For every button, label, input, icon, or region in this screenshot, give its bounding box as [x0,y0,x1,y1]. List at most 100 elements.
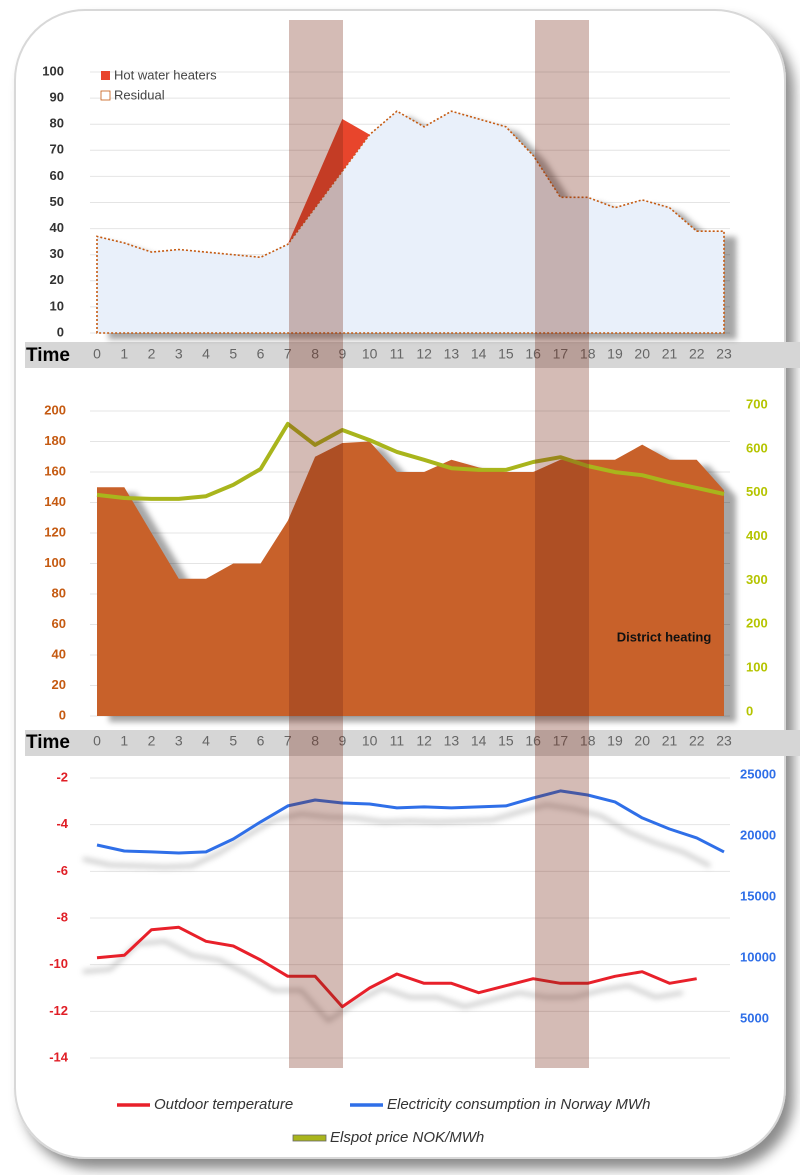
series-line [96,789,725,855]
x-tick-label: 1 [120,733,128,749]
x-tick-label: 1 [120,346,128,362]
y-tick-label: -4 [56,816,68,831]
x-tick-label: 19 [607,733,623,749]
y2-tick-label: 0 [746,703,753,718]
y2-tick-label: 200 [746,616,768,631]
x-tick-label: 22 [689,346,705,362]
x-tick-label: 22 [689,733,705,749]
legend-label: Hot water heaters [114,67,217,82]
highlight-band [289,20,343,1068]
y-tick-label: -14 [49,1049,69,1064]
y-tick-label: -12 [49,1003,68,1018]
x-tick-label: 15 [498,346,514,362]
x-tick-label: 10 [362,733,378,749]
x-tick-label: 21 [662,346,678,362]
x-tick-label: 23 [716,733,732,749]
y-tick-label: -2 [56,769,68,784]
x-tick-label: 2 [148,733,156,749]
x-tick-label: 4 [202,346,210,362]
x-tick-label: 15 [498,733,514,749]
y-tick-label: 20 [52,677,66,692]
y2-tick-label: 15000 [740,888,776,903]
x-tick-label: 21 [662,733,678,749]
y-tick-label: 120 [44,524,66,539]
y-tick-label: 90 [50,90,64,105]
x-tick-label: 5 [229,346,237,362]
price-line [96,421,725,501]
x-tick-label: 17 [553,346,569,362]
legend-label: Elspot price NOK/MWh [330,1129,484,1146]
y2-tick-label: 100 [746,660,768,675]
y-tick-label: 80 [52,585,66,600]
x-tick-label: 16 [525,346,541,362]
y-tick-label: 20 [50,272,64,287]
x-tick-label: 11 [390,733,405,749]
x-tick-label: 5 [229,733,237,749]
x-tick-label: 20 [634,346,650,362]
x-tick-label: 18 [580,346,596,362]
y-tick-label: 80 [50,116,64,131]
x-tick-label: 13 [444,346,460,362]
y-tick-label: 30 [50,246,64,261]
y-tick-label: 200 [44,402,66,417]
y2-tick-label: 10000 [740,949,776,964]
y2-tick-label: 700 [746,396,768,411]
x-tick-label: 6 [257,733,265,749]
x-tick-label: 23 [716,346,732,362]
y-tick-label: 180 [44,433,66,448]
y-tick-label: 140 [44,494,66,509]
x-tick-label: 16 [525,733,541,749]
legend-label: Electricity consumption in Norway MWh [387,1096,650,1113]
y-tick-label: -8 [56,909,68,924]
y-tick-label: 100 [44,555,66,570]
x-tick-label: 6 [257,346,265,362]
x-tick-label: 20 [634,733,650,749]
y-tick-label: 60 [52,616,66,631]
legend-swatch [101,71,110,80]
x-axis-label: Time [26,732,70,753]
x-tick-label: 13 [444,733,460,749]
x-tick-label: 7 [284,346,292,362]
time-band [25,730,800,756]
x-tick-label: 4 [202,733,210,749]
x-tick-label: 3 [175,733,183,749]
y-tick-label: 40 [50,220,64,235]
x-tick-label: 0 [93,346,101,362]
y-tick-label: 160 [44,463,66,478]
x-tick-label: 18 [580,733,596,749]
y2-tick-label: 600 [746,440,768,455]
x-tick-label: 11 [390,346,405,362]
y-tick-label: 70 [50,142,64,157]
legend-label: Outdoor temperature [154,1096,293,1113]
x-tick-label: 19 [607,346,623,362]
area-label: District heating [617,629,712,644]
x-tick-label: 12 [416,733,432,749]
y-tick-label: -6 [56,863,68,878]
y-tick-label: 0 [59,707,66,722]
x-tick-label: 17 [553,733,569,749]
x-tick-label: 7 [284,733,292,749]
heating-area [97,441,724,716]
time-band [25,342,800,368]
x-tick-label: 12 [416,346,432,362]
y-tick-label: 40 [52,646,66,661]
x-axis-label: Time [26,345,70,366]
x-tick-label: 2 [148,346,156,362]
x-tick-label: 8 [311,733,319,749]
x-tick-label: 14 [471,346,487,362]
y2-tick-label: 400 [746,528,768,543]
y2-tick-label: 500 [746,484,768,499]
y-tick-label: -10 [49,956,68,971]
y-tick-label: 10 [50,298,64,313]
x-tick-label: 9 [338,733,346,749]
residual-area [96,110,725,334]
x-tick-label: 8 [311,346,319,362]
legend-swatch [292,1134,327,1142]
y2-tick-label: 20000 [740,827,776,842]
legend-label: Residual [114,87,165,102]
x-tick-label: 3 [175,346,183,362]
x-tick-label: 0 [93,733,101,749]
y-tick-label: 50 [50,194,64,209]
